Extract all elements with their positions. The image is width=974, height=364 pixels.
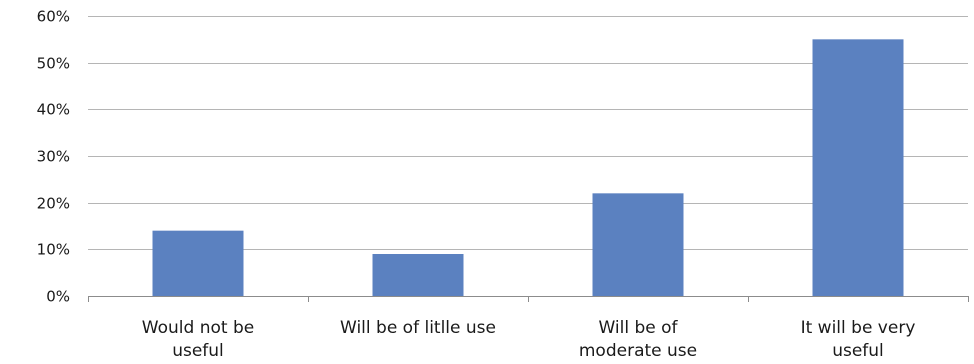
x-axis [88, 296, 969, 302]
bar-1 [372, 254, 464, 296]
y-tick-label: 10% [37, 241, 70, 259]
bars [152, 39, 904, 296]
bar-3 [812, 39, 904, 296]
category-label-line: useful [172, 341, 224, 361]
y-tick-label: 30% [37, 148, 70, 166]
y-tick-label: 50% [37, 55, 70, 73]
y-tick-label: 40% [37, 101, 70, 119]
category-label: Will be of litlle use [340, 318, 496, 338]
bar-0 [152, 230, 244, 296]
category-label: It will be very useful [801, 318, 916, 361]
y-tick-label: 60% [37, 8, 70, 26]
category-label-line: Would not be [142, 318, 254, 338]
category-label-line: moderate use [579, 341, 697, 361]
category-label-line: Will be of [598, 318, 678, 338]
category-label-line: useful [832, 341, 884, 361]
category-label: Will be of moderate use [579, 318, 697, 361]
y-tick-label: 20% [37, 195, 70, 213]
y-axis-ticks: 0% 10% 20% 30% 40% 50% 60% [37, 8, 70, 306]
x-axis-labels: Would not be useful Will be of litlle use W… [142, 318, 916, 361]
y-tick-label: 0% [46, 288, 70, 306]
category-label: Would not be useful [142, 318, 254, 361]
bar-2 [592, 193, 684, 296]
category-label-line: Will be of litlle use [340, 318, 496, 338]
category-label-line: It will be very [801, 318, 916, 338]
